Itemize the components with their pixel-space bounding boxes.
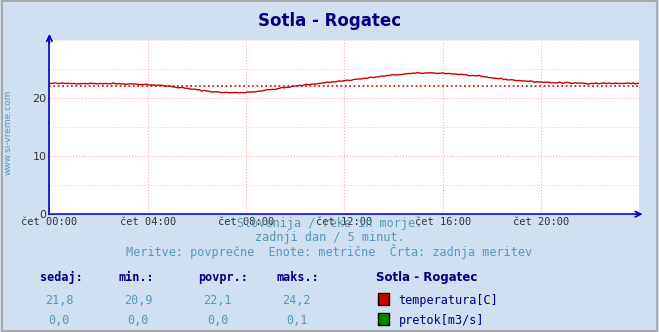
Text: Meritve: povprečne  Enote: metrične  Črta: zadnja meritev: Meritve: povprečne Enote: metrične Črta:… xyxy=(127,244,532,259)
Text: maks.:: maks.: xyxy=(277,271,320,284)
Text: povpr.:: povpr.: xyxy=(198,271,248,284)
Text: Slovenija / reke in morje.: Slovenija / reke in morje. xyxy=(237,217,422,230)
Text: 0,1: 0,1 xyxy=(286,314,307,327)
Text: 20,9: 20,9 xyxy=(124,294,153,307)
Text: 21,8: 21,8 xyxy=(45,294,74,307)
Text: 0,0: 0,0 xyxy=(49,314,70,327)
Text: min.:: min.: xyxy=(119,271,154,284)
Text: www.si-vreme.com: www.si-vreme.com xyxy=(4,90,13,176)
Text: pretok[m3/s]: pretok[m3/s] xyxy=(399,314,484,327)
Text: 0,0: 0,0 xyxy=(207,314,228,327)
Text: Sotla - Rogatec: Sotla - Rogatec xyxy=(258,12,401,30)
Text: temperatura[C]: temperatura[C] xyxy=(399,294,498,307)
Text: Sotla - Rogatec: Sotla - Rogatec xyxy=(376,271,477,284)
Text: 22,1: 22,1 xyxy=(203,294,232,307)
Text: zadnji dan / 5 minut.: zadnji dan / 5 minut. xyxy=(254,231,405,244)
Text: 0,0: 0,0 xyxy=(128,314,149,327)
Text: sedaj:: sedaj: xyxy=(40,271,82,284)
Text: 24,2: 24,2 xyxy=(282,294,311,307)
